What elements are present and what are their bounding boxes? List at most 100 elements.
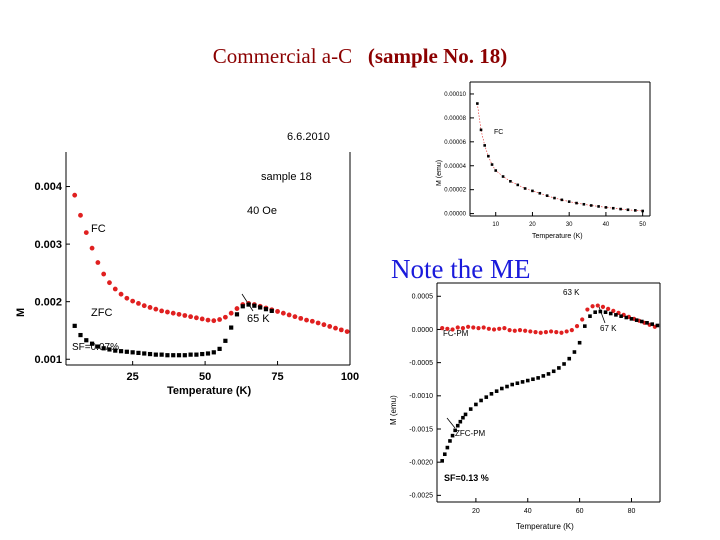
main-fc-point xyxy=(327,324,333,329)
pm-fc-pm-point xyxy=(585,307,590,312)
pm-zfc-pm-point xyxy=(562,362,566,366)
main-zfc-point xyxy=(171,353,176,358)
main-y-axis-title: M xyxy=(15,308,27,317)
pm-zfc-pm-point xyxy=(510,382,514,387)
main-fc-point xyxy=(95,260,101,265)
pm-zfc-pm-point xyxy=(455,423,460,428)
pm-zfc-pm-point xyxy=(440,459,444,463)
pm-zfc-pm-point xyxy=(474,402,478,407)
pm-ytick-label: -0.0020 xyxy=(409,460,433,467)
main-zfc-point xyxy=(211,350,216,355)
main-field-label: 40 Oe xyxy=(247,205,277,217)
pm-zfc-pm-point xyxy=(588,314,592,318)
pm-zfc-pm-point xyxy=(505,384,509,389)
inset-fc-point xyxy=(523,187,527,190)
main-fc-point xyxy=(199,316,205,322)
main-zfc-point xyxy=(263,307,269,312)
pm-xtick-label: 40 xyxy=(524,508,532,515)
main-ytick-label: 0.004 xyxy=(34,181,62,193)
pm-zfc-pm-point xyxy=(463,412,468,417)
pm-fc-pm-point xyxy=(481,325,486,330)
pm-zfc-pm-point xyxy=(442,452,447,457)
slide-title-bold: (sample No. 18) xyxy=(367,44,508,68)
main-fc-point xyxy=(234,306,240,311)
pm-zfc-pm-point xyxy=(546,372,551,376)
inset-fc-point xyxy=(487,154,490,158)
inset-fc-point xyxy=(553,196,556,200)
pm-zfc-pm-point xyxy=(453,428,457,433)
main-zfc-point xyxy=(194,352,199,357)
pm-zfc-pm-point xyxy=(634,318,639,322)
pm-zfc-pm-point xyxy=(461,415,465,420)
pm-zfc-pm-point xyxy=(484,395,489,399)
main-fc-point xyxy=(333,325,338,331)
main-fc-point xyxy=(205,317,211,323)
main-fc-point xyxy=(136,301,141,306)
main-fc-point xyxy=(72,192,78,198)
pm-ytick-label: -0.0025 xyxy=(409,493,433,500)
main-ytick-label: 0.003 xyxy=(34,239,62,251)
pm-zfc-pm-point xyxy=(629,317,634,321)
pm-fc-pm-point xyxy=(491,327,497,332)
inset-fc-point xyxy=(582,202,586,206)
inset-ytick-label: 0.00004 xyxy=(444,164,466,170)
pm-zfc-pm-point xyxy=(551,369,556,374)
pm-xtick-label: 80 xyxy=(628,508,636,515)
main-fc-point xyxy=(130,298,136,304)
pm-fc-pm-point xyxy=(450,327,455,332)
main-zfc-point xyxy=(159,352,164,357)
inset-chart: 0.00010 0.00008 0.00006 0.00004 0.00002 0.000… xyxy=(436,81,651,240)
pm-fc-pm-point xyxy=(600,304,606,309)
main-fc-point xyxy=(344,329,350,335)
pm-zfc-pm-point xyxy=(650,322,655,326)
pm-fc-pm-point xyxy=(590,304,595,309)
pm-fc-pm-point xyxy=(580,317,585,322)
main-zfc-point xyxy=(165,353,170,358)
main-zfc-point xyxy=(118,349,124,354)
main-zfc-point xyxy=(269,308,274,313)
inset-fc-point xyxy=(545,194,549,197)
main-zfc-point xyxy=(153,352,158,357)
main-zfc-point xyxy=(130,350,135,355)
pm-fc-pm-point xyxy=(548,329,554,334)
main-fc-point xyxy=(321,322,327,328)
pm-zfc-pm-point xyxy=(525,378,530,383)
main-xtick-label: 50 xyxy=(199,371,211,383)
inset-fc-point xyxy=(619,207,622,211)
main-zfc-point xyxy=(147,351,153,357)
main-zfc-point xyxy=(89,341,95,346)
pm-fc-pm-point xyxy=(538,330,543,335)
pm-zfc-pm-point xyxy=(645,321,649,325)
pm-fc-pm-point xyxy=(554,330,559,335)
main-zfc-point xyxy=(136,350,141,356)
main-fc-point xyxy=(176,311,182,317)
pm-fc-pm-point xyxy=(512,328,517,333)
pm-fc-pm-point xyxy=(460,326,466,331)
main-date-label: 6.6.2010 xyxy=(287,131,330,143)
main-fc-point xyxy=(165,309,170,315)
main-zfc-point xyxy=(95,344,100,349)
main-zfc-point xyxy=(200,351,205,357)
main-zfc-point xyxy=(176,353,182,358)
pm-fc-label: FC-PM xyxy=(443,329,469,338)
inset-fc-point xyxy=(476,102,479,105)
pm-xtick-label: 60 xyxy=(576,508,584,515)
pm-zfc-pm-point xyxy=(515,381,520,386)
main-zfc-point xyxy=(84,338,89,343)
pm-zfc-pm-point xyxy=(479,398,483,403)
pm-zfc-pm-point xyxy=(458,419,463,424)
pm-fc-pm-point xyxy=(471,325,476,330)
inset-fc-point xyxy=(531,189,534,193)
pm-ytick-label: -0.0005 xyxy=(409,360,433,367)
pm-zfc-pm-point xyxy=(567,356,572,361)
main-fc-point xyxy=(118,291,124,297)
inset-fc-point xyxy=(575,201,578,205)
inset-x-axis-title: Temperature (K) xyxy=(532,233,583,240)
main-zfc-point xyxy=(107,347,112,352)
inset-y-axis-title: M (emu) xyxy=(436,160,443,186)
pm-zfc-pm-point xyxy=(448,439,452,443)
pm-zfc-pm-point xyxy=(608,311,613,316)
pm-peak63-label: 63 K xyxy=(563,288,580,297)
